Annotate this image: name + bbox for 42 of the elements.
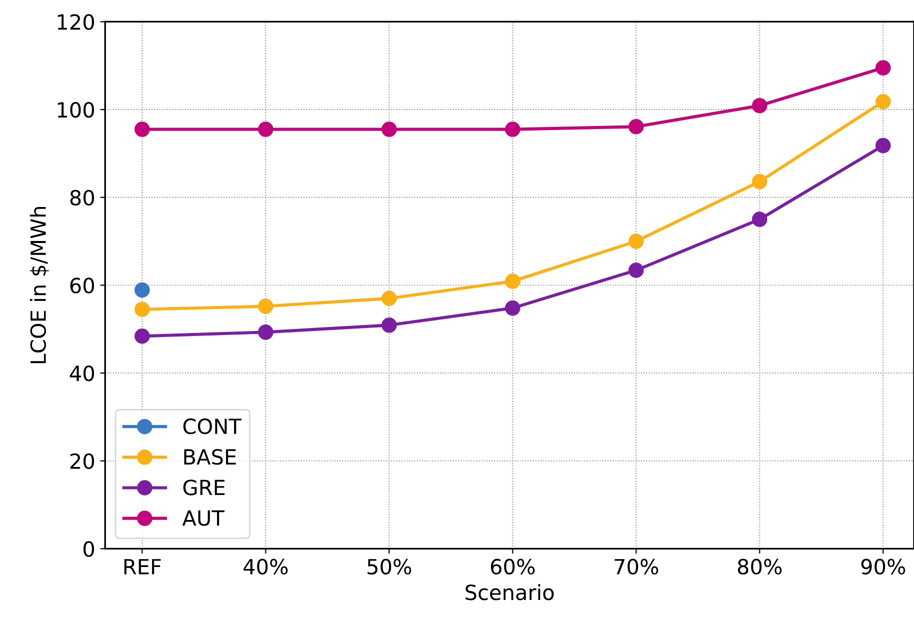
legend-label: GRE xyxy=(183,480,225,496)
y-tick-label: 0 xyxy=(84,541,94,557)
x-tick-label: REF xyxy=(124,559,161,574)
point xyxy=(134,282,150,298)
point xyxy=(505,300,520,316)
point xyxy=(382,318,397,333)
point xyxy=(258,324,274,340)
point xyxy=(875,60,891,76)
point xyxy=(628,234,644,249)
y-tick-label: 80 xyxy=(70,190,94,206)
y-tick-label: 40 xyxy=(70,365,94,382)
point xyxy=(258,122,274,137)
y-tick-label: 20 xyxy=(70,453,94,470)
x-axis-title: Scenario xyxy=(466,584,554,600)
point xyxy=(752,212,768,227)
x-tick-label: 60% xyxy=(490,558,535,575)
point xyxy=(134,122,150,137)
legend-label: BASE xyxy=(184,448,236,465)
point xyxy=(382,290,397,306)
legend-label: CONT xyxy=(183,418,242,434)
point xyxy=(875,94,891,110)
x-tick-label: 50% xyxy=(368,558,412,575)
point xyxy=(382,122,397,137)
legend-label: AUT xyxy=(182,510,224,526)
x-tick-label: 40% xyxy=(244,558,288,575)
point xyxy=(505,122,520,137)
point xyxy=(628,119,644,134)
point xyxy=(258,298,274,314)
x-tick-label: 90% xyxy=(861,558,906,575)
point xyxy=(752,174,768,190)
x-tick-label: 80% xyxy=(738,558,782,575)
point xyxy=(134,302,150,317)
point xyxy=(752,98,768,114)
x-tick-label: 70% xyxy=(614,558,658,575)
y-tick-label: 120 xyxy=(58,14,94,30)
y-axis-title: LCOE in $/MWh xyxy=(30,206,49,364)
y-tick-label: 100 xyxy=(58,102,94,118)
point xyxy=(875,138,891,154)
y-tick-label: 60 xyxy=(70,278,94,294)
point xyxy=(628,262,644,278)
point xyxy=(134,328,150,344)
point xyxy=(505,274,520,289)
